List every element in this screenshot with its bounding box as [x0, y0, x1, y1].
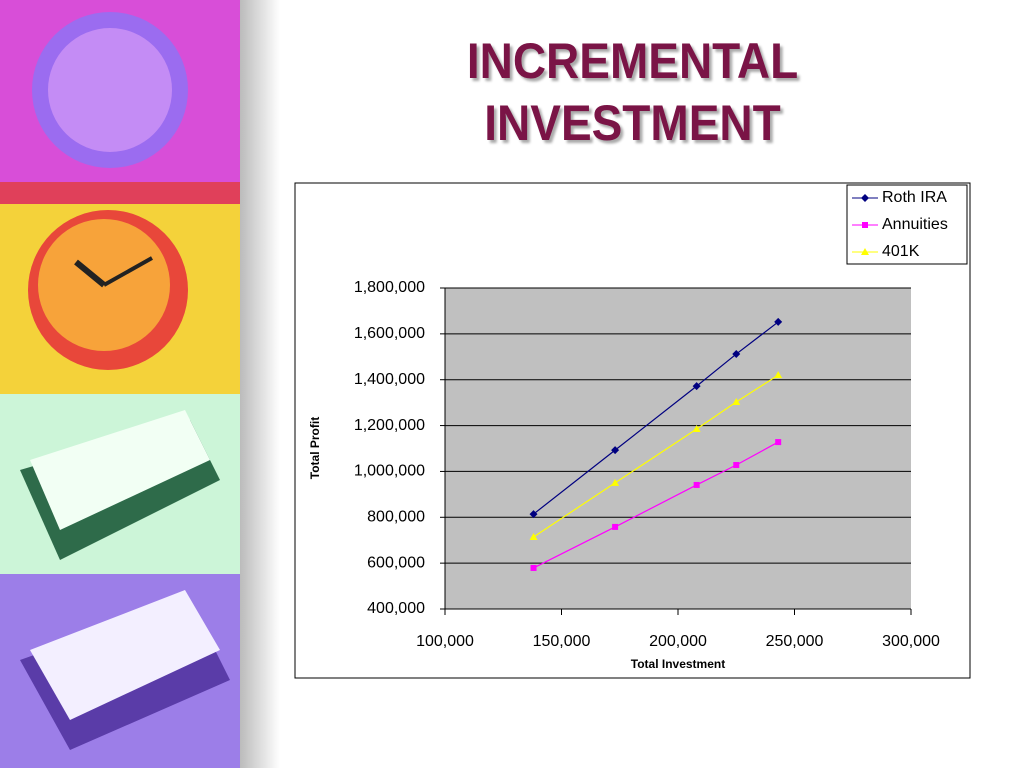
marker: [732, 397, 741, 405]
marker: [529, 533, 538, 541]
x-tick-label: 300,000: [882, 633, 940, 650]
plot-area: [445, 288, 911, 609]
marker: [692, 382, 701, 391]
x-tick-label: 200,000: [649, 633, 707, 650]
marker: [529, 510, 538, 519]
marker: [774, 371, 783, 379]
marker: [693, 481, 700, 488]
y-tick-label: 1,200,000: [354, 417, 425, 434]
y-tick-label: 1,800,000: [354, 279, 425, 296]
marker: [774, 317, 783, 326]
y-tick-label: 600,000: [367, 554, 425, 571]
marker: [611, 478, 620, 486]
legend-label: 401K: [882, 243, 920, 260]
x-tick-label: 150,000: [533, 633, 591, 650]
marker: [861, 194, 869, 202]
legend-label: Annuities: [882, 216, 948, 233]
marker: [861, 248, 869, 255]
marker: [692, 425, 701, 433]
y-tick-label: 800,000: [367, 509, 425, 526]
marker: [612, 523, 619, 530]
marker: [775, 439, 782, 446]
y-tick-label: 400,000: [367, 600, 425, 617]
marker: [530, 564, 537, 571]
x-tick-label: 250,000: [766, 633, 824, 650]
slide-title: INCREMENTAL INVESTMENT: [466, 33, 799, 151]
y-tick-label: 1,000,000: [354, 463, 425, 480]
x-tick-label: 100,000: [416, 633, 474, 650]
y-axis-title: Total Profit: [308, 417, 322, 479]
y-tick-label: 1,400,000: [354, 371, 425, 388]
y-tick-label: 1,600,000: [354, 325, 425, 342]
x-axis-title: Total Investment: [631, 657, 725, 671]
decorative-strip: [0, 0, 280, 768]
legend-label: Roth IRA: [882, 189, 947, 206]
marker: [611, 446, 620, 455]
marker: [862, 222, 868, 228]
marker: [733, 462, 740, 469]
marker: [732, 350, 741, 359]
